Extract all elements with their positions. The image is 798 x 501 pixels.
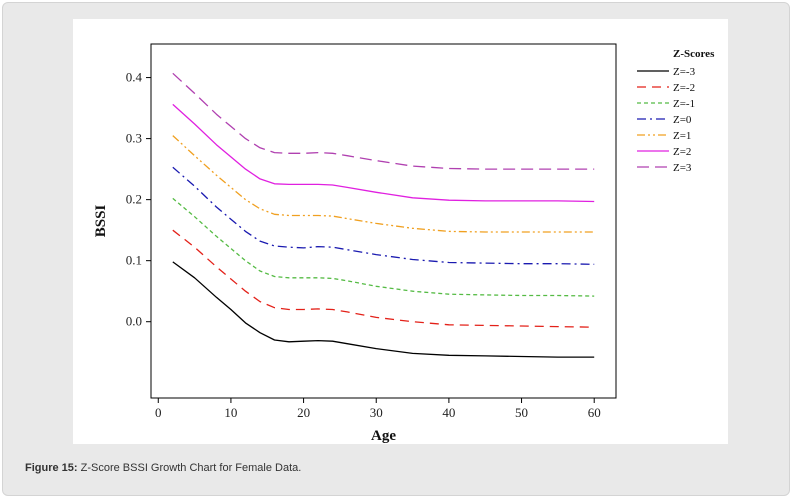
y-tick-label: 0.3	[126, 131, 142, 146]
y-tick-label: 0.1	[126, 253, 142, 268]
y-axis-title: BSSI	[93, 205, 109, 238]
legend-entry: Z=1	[673, 130, 691, 142]
x-tick-label: 40	[442, 405, 455, 420]
x-tick-label: 60	[588, 405, 601, 420]
y-tick-label: 0.0	[126, 314, 142, 329]
figure-caption: Figure 15: Z-Score BSSI Growth Chart for…	[25, 462, 301, 474]
legend-entry: Z=-2	[673, 82, 695, 94]
caption-label: Figure 15:	[25, 462, 78, 474]
caption-text: Z-Score BSSI Growth Chart for Female Dat…	[77, 462, 302, 474]
series-line-z-2	[172, 229, 595, 328]
growth-chart-svg: 0 10 20 30 40 50 60 0.0 0.1 0.2 0.3 0.4 Age BSSI Z-Sco…	[93, 43, 715, 444]
x-tick-label: 30	[370, 405, 383, 420]
series-line-z-1	[172, 197, 595, 297]
legend-entry: Z=-1	[673, 98, 695, 110]
x-tick-label: 0	[155, 405, 162, 420]
legend-entry: Z=-3	[673, 66, 696, 78]
x-tick-label: 10	[224, 405, 237, 420]
series-line-z-3	[172, 261, 595, 358]
y-tick-label: 0.2	[126, 192, 142, 207]
x-tick-label: 20	[297, 405, 310, 420]
y-tick-label: 0.4	[126, 70, 143, 85]
legend-title: Z-Scores	[673, 48, 715, 60]
chart-area: 0 10 20 30 40 50 60 0.0 0.1 0.2 0.3 0.4 Age BSSI Z-Sco…	[73, 19, 728, 444]
legend-entry: Z=0	[673, 114, 692, 126]
figure-panel: 0 10 20 30 40 50 60 0.0 0.1 0.2 0.3 0.4 Age BSSI Z-Sco…	[2, 2, 790, 496]
legend-entry: Z=2	[673, 146, 691, 158]
x-axis-title: Age	[371, 428, 396, 444]
series-line-z2	[172, 103, 595, 203]
x-tick-label: 50	[515, 405, 528, 420]
series-line-z0	[172, 166, 595, 265]
series-line-z3	[172, 72, 595, 170]
series-line-z1	[172, 135, 595, 233]
plot-frame	[150, 43, 617, 399]
legend-entry: Z=3	[673, 162, 692, 174]
